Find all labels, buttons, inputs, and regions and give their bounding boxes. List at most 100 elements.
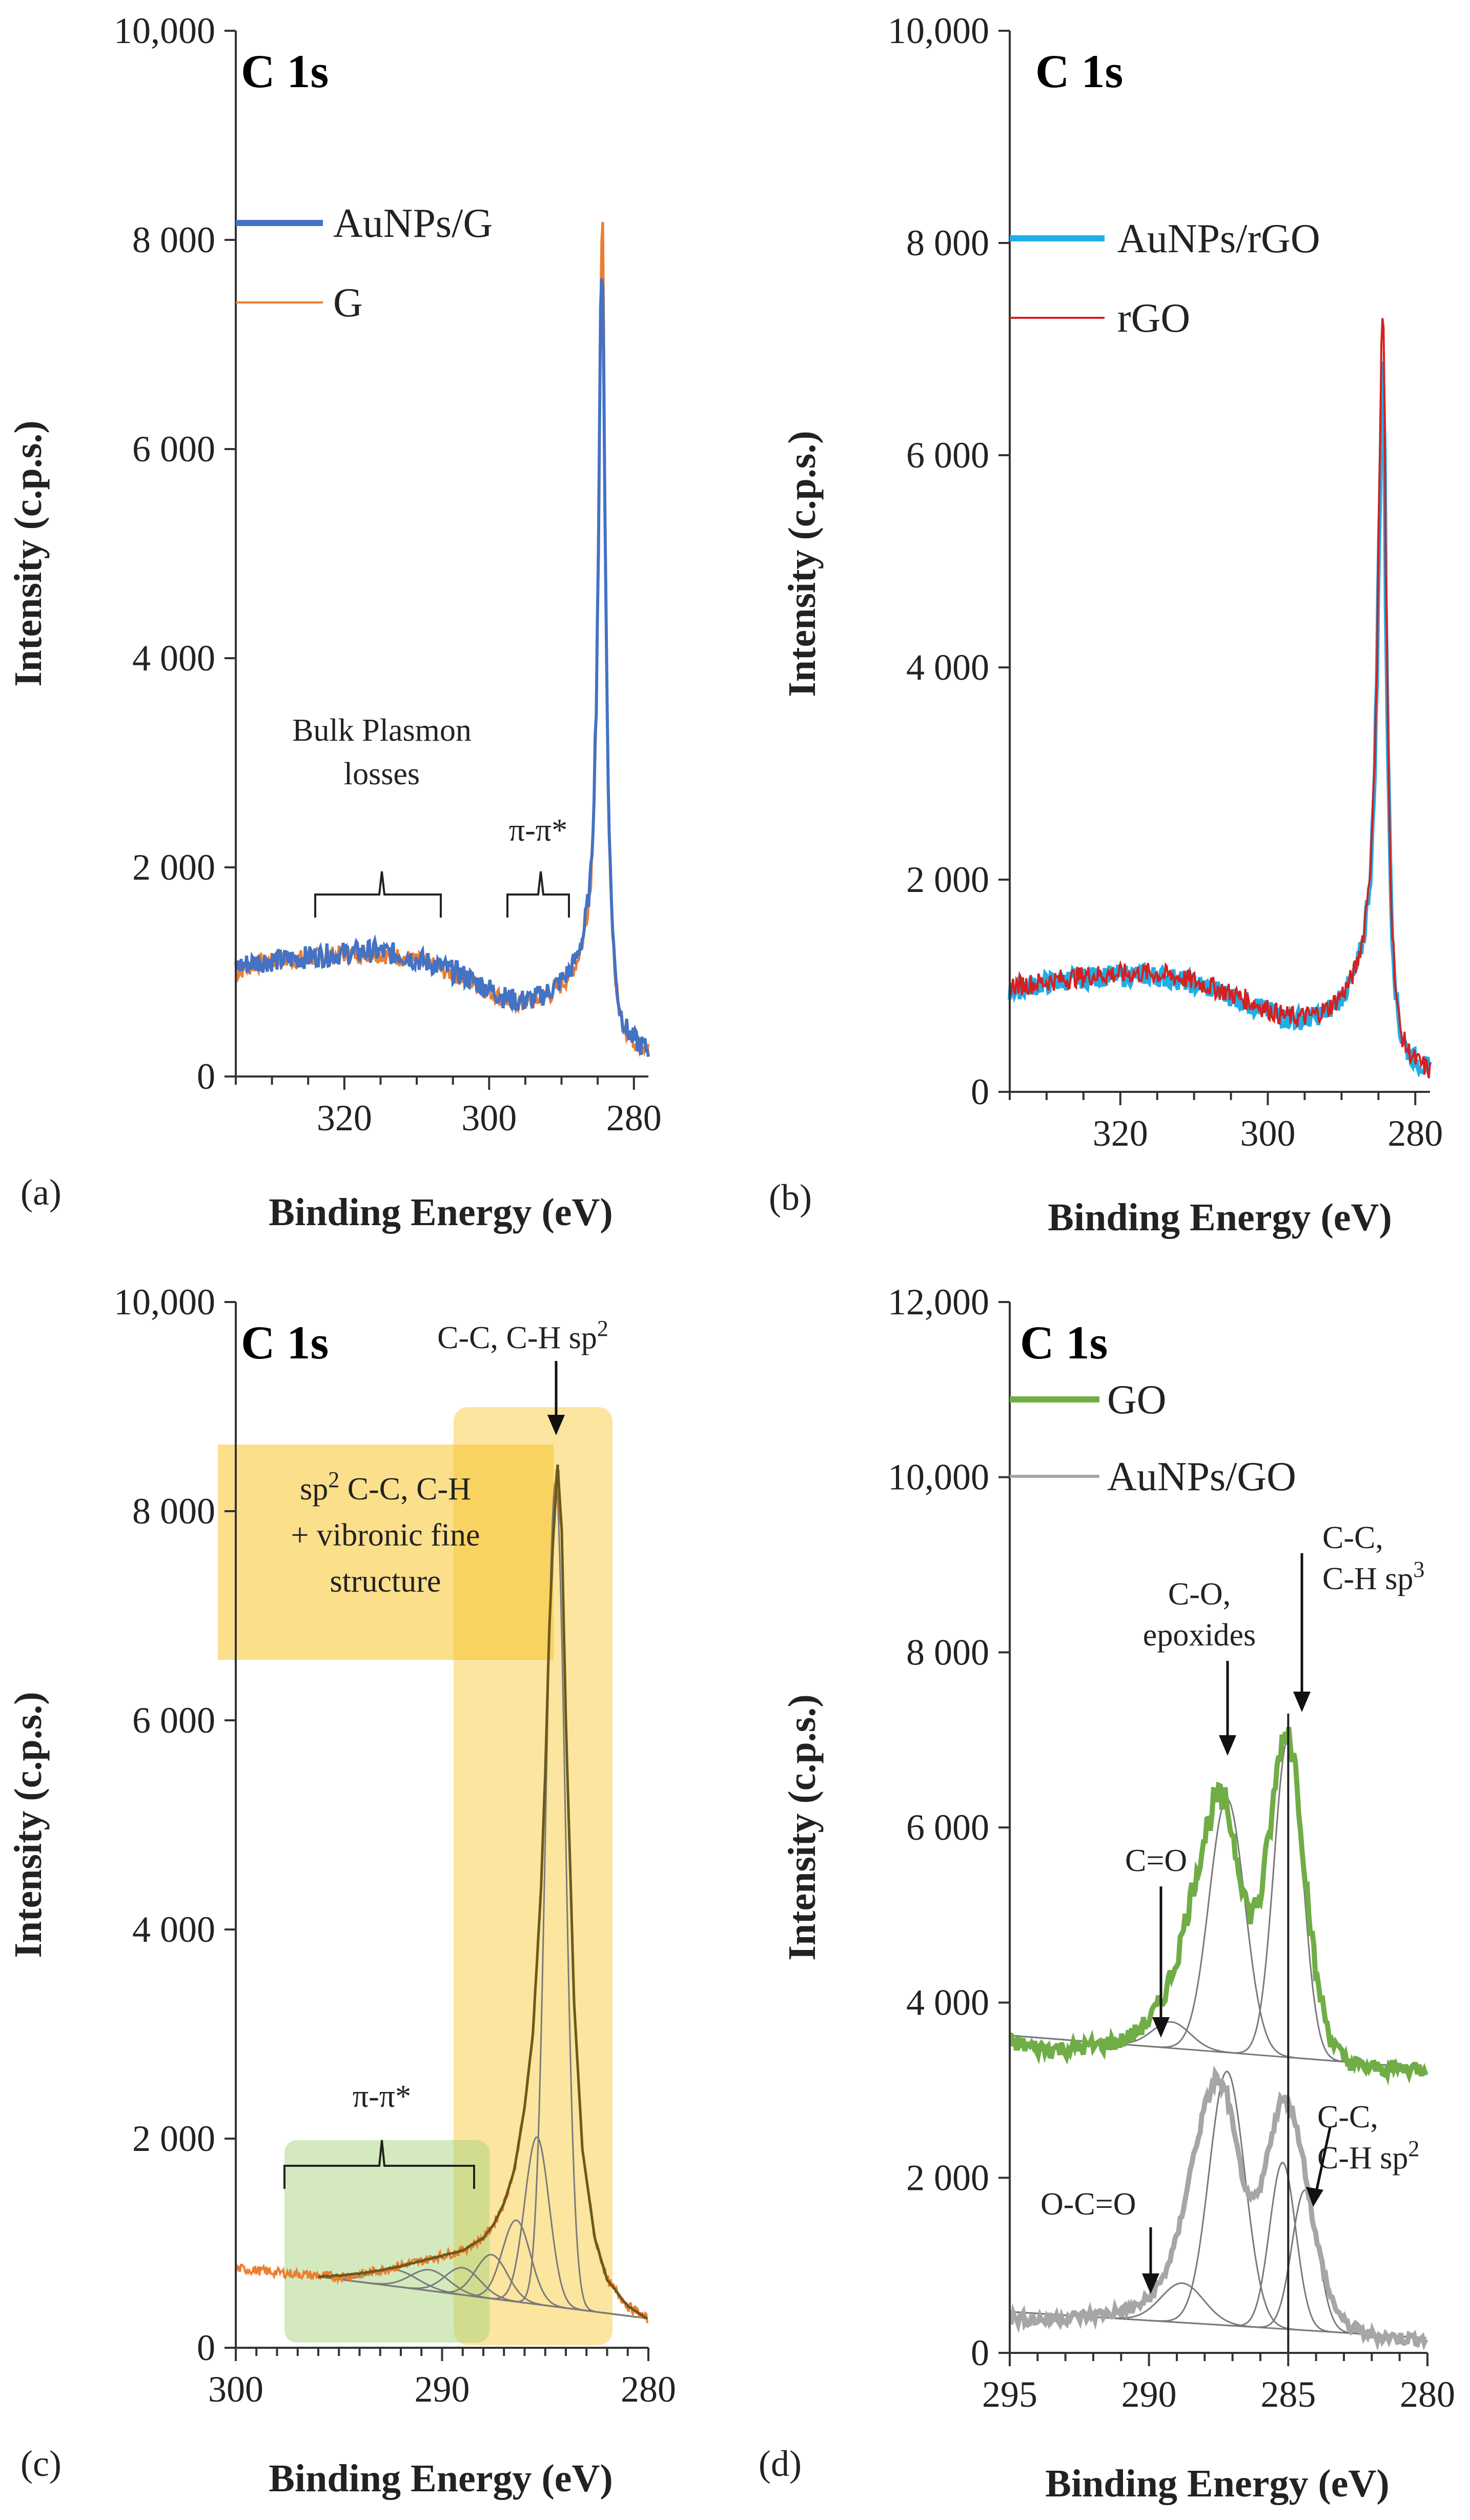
panel-d-x-ticks: 295 290 285 280: [982, 2353, 1455, 2415]
y-tick-label: 2 000: [132, 847, 215, 888]
highlight-pi-pi-region: [284, 2140, 489, 2343]
panel-b-y-axis-title: Intensity (c.p.s.): [781, 431, 824, 697]
annotation-cc-ch-sp2-superscript: 2: [597, 1316, 608, 1341]
x-tick-label: 290: [415, 2369, 470, 2410]
y-tick-label: 10,000: [888, 10, 989, 51]
panel-c-title: C 1s: [241, 1316, 329, 1369]
arrow-sp2-d: [1313, 2127, 1332, 2200]
y-tick-label: 2 000: [906, 2157, 989, 2198]
panel-b-x-ticks: 320 300 280: [1009, 1092, 1443, 1154]
x-tick-label: 280: [1400, 2374, 1455, 2415]
arrow-sp2-d-head: [1306, 2187, 1323, 2207]
annotation-sp2-box-line2: + vibronic fine: [291, 1518, 480, 1553]
x-tick-label: 285: [1260, 2374, 1316, 2415]
y-tick-label: 10,000: [114, 1282, 215, 1323]
y-tick-label: 6 000: [906, 435, 989, 476]
annotation-c-pi-pi: π-π*: [353, 2079, 411, 2114]
annotation-d-ceo: C=O: [1125, 1843, 1187, 1878]
annotation-sp2-box-superscript: 2: [328, 1467, 339, 1492]
bracket-pi-pi: [506, 871, 570, 918]
y-tick-label: 4 000: [906, 647, 989, 688]
annotation-bulk-plasmon: Bulk Plasmon: [292, 713, 472, 748]
legend-label-aunps-go: AuNPs/GO: [1107, 1454, 1296, 1499]
fit-component-peak-go: [1009, 1797, 1426, 2069]
x-tick-label: 320: [1093, 1113, 1148, 1154]
y-tick-label: 0: [197, 2327, 215, 2368]
series-line-aunps-go: [1009, 2065, 1428, 2351]
annotation-d-co: C-O,: [1168, 1577, 1231, 1612]
panel-a-title: C 1s: [241, 45, 329, 97]
annotation-d-ch-sp2-text: C-H sp: [1317, 2141, 1408, 2176]
panel-d-y-axis-title: Intensity (c.p.s.): [781, 1694, 824, 1960]
arrow-sp2-peak-head: [547, 1415, 565, 1435]
panel-c-plot-area: [235, 1464, 648, 2324]
panel-c-y-axis-title: Intensity (c.p.s.): [7, 1692, 50, 1958]
annotation-pi-pi: π-π*: [509, 813, 567, 848]
panel-c-x-axis-title: Binding Energy (eV): [269, 2457, 612, 2500]
legend-label-aunps-rgo: AuNPs/rGO: [1117, 216, 1320, 261]
panel-d-title: C 1s: [1020, 1316, 1108, 1369]
y-tick-label: 8 000: [132, 1491, 215, 1532]
legend-label-rgo: rGO: [1117, 296, 1190, 341]
y-tick-label: 12,000: [888, 1282, 989, 1323]
panel-d-x-axis-title: Binding Energy (eV): [1045, 2462, 1389, 2505]
y-tick-label: 8 000: [906, 222, 989, 263]
panel-d-plot-area: [1008, 1713, 1428, 2353]
arrow-sp3-head: [1293, 1692, 1311, 1712]
series-line-go: [1008, 1726, 1428, 2086]
y-tick-label: 2 000: [906, 859, 989, 900]
panel-a-x-axis-title: Binding Energy (eV): [269, 1191, 612, 1234]
panel-d-letter: (d): [759, 2443, 802, 2484]
annotation-d-ch-sp3: C-H sp3: [1322, 1557, 1424, 1596]
arrow-epoxides-head: [1219, 1735, 1236, 1756]
panel-b-plot-area: [1008, 318, 1432, 1079]
series-line-envelope-fit: [317, 1464, 648, 2320]
annotation-d-oco: O-C=O: [1040, 2187, 1136, 2222]
annotation-sp2-box-sp: sp: [300, 1472, 328, 1507]
panel-c-x-ticks: 300 290 280: [208, 2348, 676, 2410]
panel-c: 0 2 000 4 000 6 000 8 000 10,000 300 290 280 C …: [7, 1282, 676, 2500]
panel-c-y-ticks: 0 2 000 4 000 6 000 8 000 10,000: [114, 1282, 236, 2368]
arrow-oco-head: [1142, 2273, 1159, 2294]
panel-b: 0 2 000 4 000 6 000 8 000 10,000 320 300 280 C …: [769, 10, 1443, 1239]
annotation-d-epoxides: epoxides: [1143, 1618, 1256, 1653]
panel-b-x-axis-title: Binding Energy (eV): [1048, 1196, 1392, 1239]
annotation-d-cc: C-C,: [1322, 1520, 1383, 1555]
panel-d: 0 2 000 4 000 6 000 8 000 10,000 12,000 295 290…: [759, 1282, 1455, 2505]
x-tick-label: 290: [1121, 2374, 1177, 2415]
annotation-losses: losses: [344, 757, 420, 791]
annotation-sp2-box-line1: sp2 C-C, C-H: [300, 1467, 471, 1507]
x-tick-label: 280: [621, 2369, 676, 2410]
panel-b-y-ticks: 0 2 000 4 000 6 000 8 000 10,000: [888, 10, 1010, 1112]
x-tick-label: 320: [317, 1098, 372, 1139]
y-tick-label: 8 000: [132, 219, 215, 260]
y-tick-label: 4 000: [132, 638, 215, 679]
panel-a: 0 2 000 4 000 6 000 8 000 10,000 320 300 280 C …: [7, 10, 662, 1234]
annotation-sp2-box-line3: structure: [330, 1564, 441, 1599]
annotation-d-cc-2: C-C,: [1317, 2100, 1378, 2135]
series-line-rgo: [1009, 318, 1431, 1079]
panel-a-x-ticks: 320 300 280: [235, 1076, 662, 1139]
series-line-aunps-g: [234, 278, 650, 1057]
annotation-d-sp2-superscript: 2: [1408, 2136, 1419, 2161]
x-tick-label: 280: [606, 1098, 662, 1139]
x-tick-label: 300: [1240, 1113, 1296, 1154]
y-tick-label: 4 000: [132, 1909, 215, 1950]
x-tick-label: 300: [208, 2369, 263, 2410]
y-tick-label: 0: [197, 1056, 215, 1097]
annotation-d-sp3-superscript: 3: [1413, 1557, 1424, 1582]
annotation-sp2-box-cc: C-C, C-H: [339, 1472, 471, 1507]
arrow-ceo-head: [1152, 2017, 1170, 2038]
y-tick-label: 6 000: [132, 429, 215, 470]
y-tick-label: 10,000: [114, 10, 215, 51]
panel-c-letter: (c): [21, 2443, 62, 2484]
panel-a-y-axis-title: Intensity (c.p.s.): [7, 420, 50, 686]
bracket-bulk-plasmon: [314, 871, 442, 918]
panel-b-letter: (b): [769, 1177, 812, 1218]
y-tick-label: 2 000: [132, 2118, 215, 2159]
y-tick-label: 0: [971, 2332, 989, 2373]
panel-a-letter: (a): [21, 1172, 62, 1213]
y-tick-label: 6 000: [906, 1807, 989, 1848]
bracket-c-pi-pi: [283, 2140, 475, 2189]
